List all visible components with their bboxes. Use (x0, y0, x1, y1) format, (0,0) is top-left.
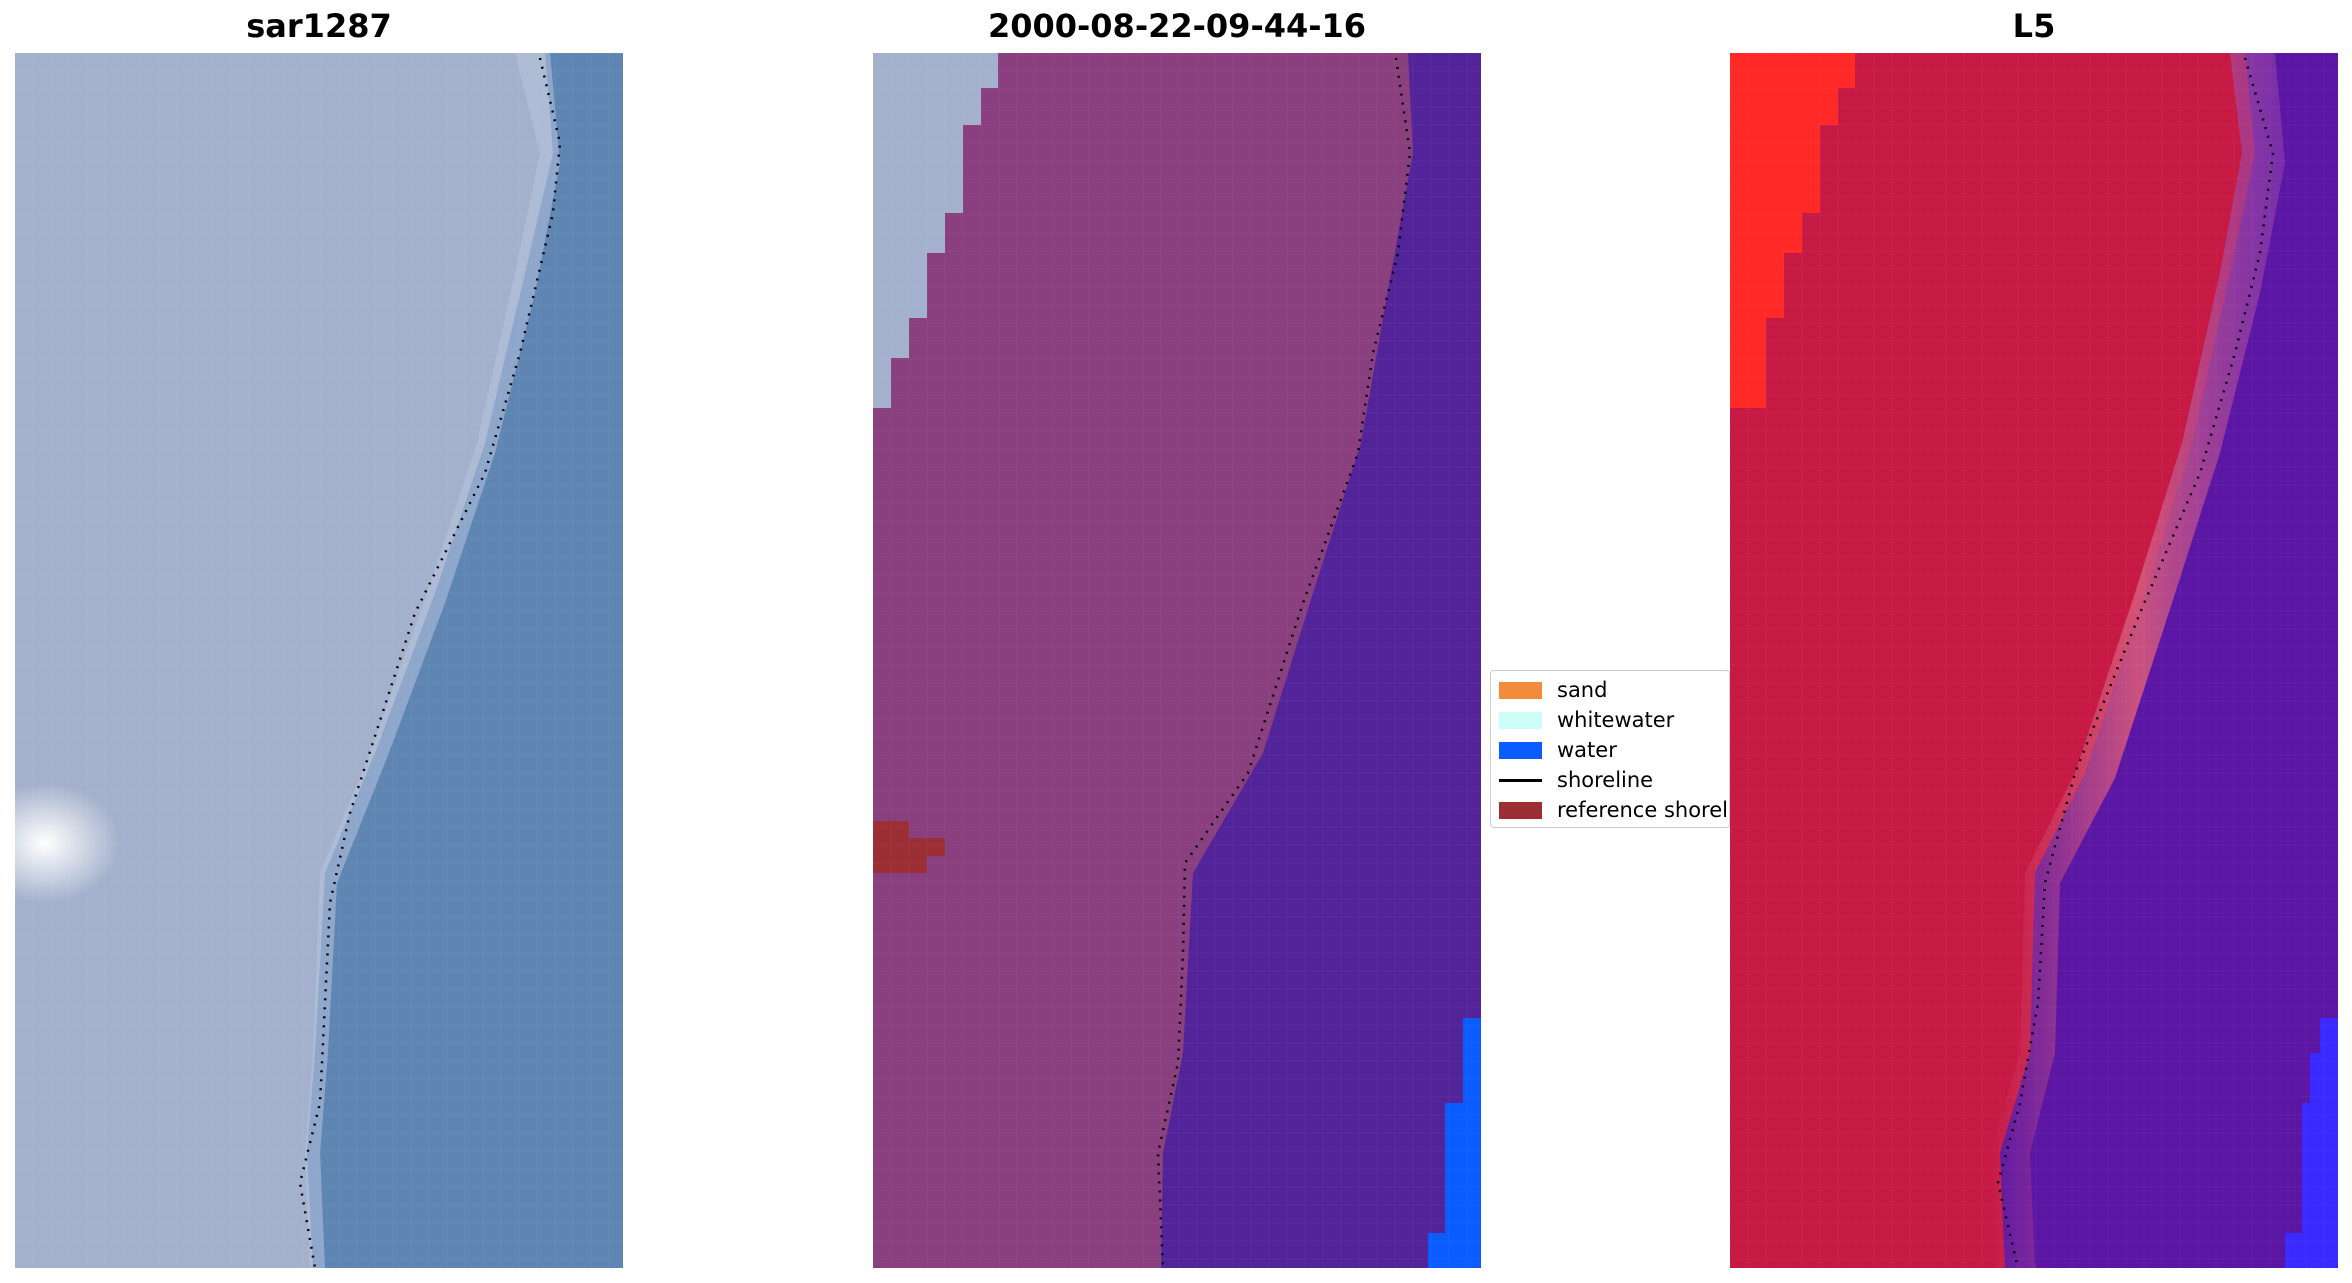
index-panel (1730, 53, 2338, 1268)
shoreline-dots (1996, 57, 2275, 1268)
legend-label-shoreline: shoreline (1557, 768, 1654, 792)
satellite-image-panel (15, 53, 623, 1268)
legend-label-sand: sand (1557, 678, 1608, 702)
shoreline-dots (298, 57, 562, 1268)
legend-swatch-reference-shoreline (1499, 801, 1542, 819)
panel-title-sar: sar1287 (246, 7, 392, 45)
classification-image (873, 53, 1481, 1268)
panel-title-date: 2000-08-22-09-44-16 (987, 7, 1367, 45)
legend-swatch-whitewater (1499, 711, 1542, 729)
legend-swatch-water (1499, 741, 1542, 759)
classification-panel (873, 53, 1481, 1268)
legend-item-whitewater: whitewater (1491, 705, 1674, 735)
legend-line-shoreline (1499, 778, 1542, 782)
legend-item-shoreline: shoreline (1491, 765, 1653, 795)
legend-label-reference-shoreline: reference shoreline (1557, 798, 1729, 822)
satellite-image (15, 53, 623, 1268)
legend-swatch-sand (1499, 681, 1542, 699)
legend-item-reference-shoreline: reference shoreline (1491, 795, 1729, 825)
legend-label-whitewater: whitewater (1557, 708, 1675, 732)
legend: sand whitewater water shoreline referenc… (1490, 670, 1730, 828)
legend-item-sand: sand (1491, 675, 1607, 705)
panel-title-l5: L5 (2012, 7, 2056, 45)
legend-item-water: water (1491, 735, 1617, 765)
index-image (1730, 53, 2338, 1268)
legend-label-water: water (1557, 738, 1617, 762)
